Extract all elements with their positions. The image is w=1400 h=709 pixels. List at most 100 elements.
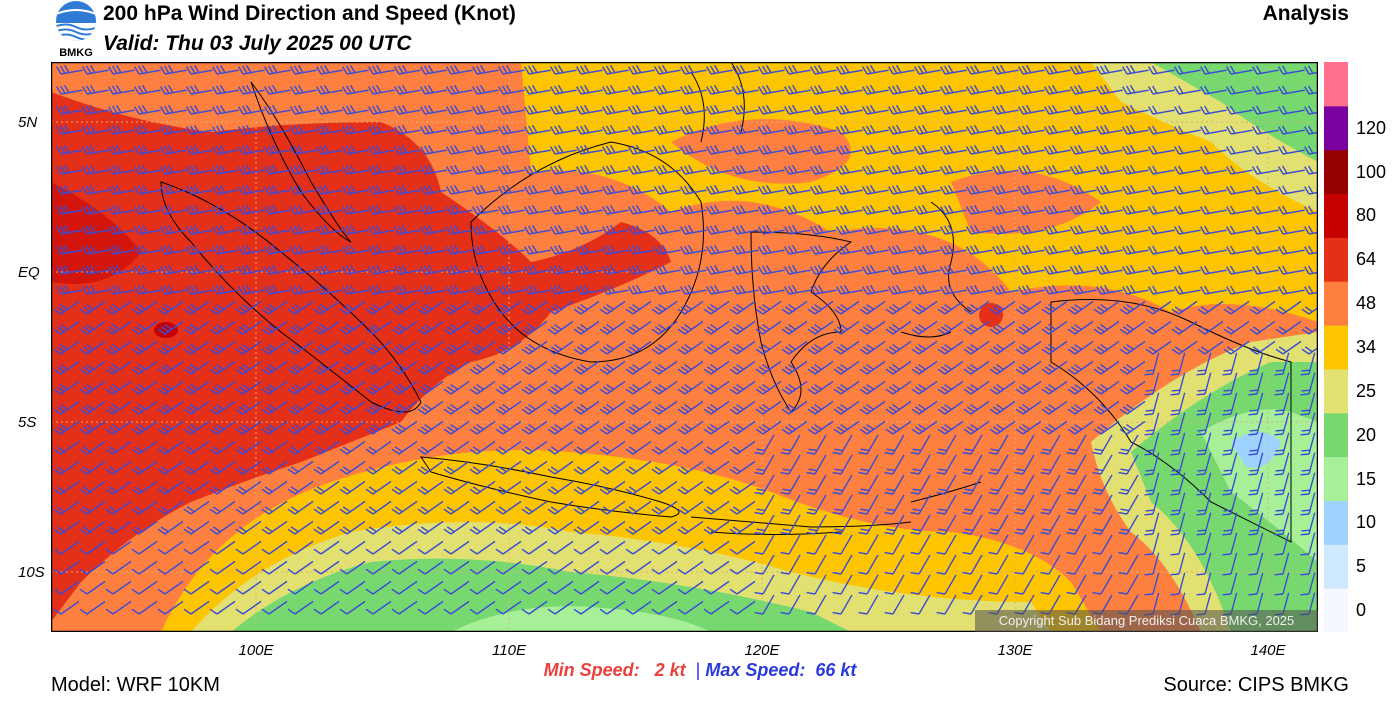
wind-barb xyxy=(339,480,366,495)
wind-barb xyxy=(599,300,626,315)
wind-barb xyxy=(651,600,678,615)
wind-barb xyxy=(313,420,340,435)
wind-barb xyxy=(858,534,879,555)
wind-barb xyxy=(914,264,941,275)
wind-barb xyxy=(1174,65,1201,75)
wind-barb xyxy=(391,440,418,455)
wind-barb xyxy=(160,224,187,235)
wind-barb xyxy=(911,340,938,355)
wind-barb xyxy=(599,320,626,335)
wind-barb xyxy=(82,264,109,275)
wind-barb xyxy=(287,580,314,595)
wind-barb xyxy=(105,500,132,515)
wind-barb xyxy=(651,380,678,395)
wind-barb xyxy=(780,574,801,595)
wind-barb xyxy=(703,340,730,355)
wind-barb xyxy=(183,340,210,355)
wind-barb xyxy=(342,124,369,135)
wind-barb xyxy=(888,264,915,275)
wind-barb xyxy=(313,340,340,355)
wind-barb xyxy=(940,104,967,115)
wind-barb xyxy=(1300,552,1316,576)
wind-barb xyxy=(469,380,496,395)
wind-barb xyxy=(212,264,239,275)
wind-barb xyxy=(1223,340,1250,355)
wind-barb xyxy=(625,300,652,315)
wind-barb xyxy=(758,64,785,75)
wind-barb xyxy=(105,380,132,395)
wind-barb xyxy=(1044,284,1071,295)
wind-barb xyxy=(884,574,905,595)
wind-barb xyxy=(53,460,80,475)
wind-barb xyxy=(365,360,392,375)
wind-barb xyxy=(365,300,392,315)
wind-barb xyxy=(680,164,707,175)
wind-barb xyxy=(313,320,340,335)
wind-barb xyxy=(576,104,603,115)
wind-barb xyxy=(1278,205,1305,215)
wind-barb xyxy=(547,500,574,515)
wind-barb xyxy=(521,320,548,335)
wind-barb xyxy=(806,594,827,615)
wind-barb xyxy=(524,64,551,75)
wind-barb xyxy=(420,224,447,235)
wind-barb xyxy=(1018,64,1045,75)
wind-barb xyxy=(186,144,213,155)
wind-barb xyxy=(186,84,213,95)
wind-barb xyxy=(521,580,548,595)
wind-barb xyxy=(186,224,213,235)
wind-barb xyxy=(888,284,915,295)
wind-barb xyxy=(573,460,600,475)
wind-barb xyxy=(810,144,837,155)
wind-barb xyxy=(446,64,473,75)
wind-barb xyxy=(339,440,366,455)
wind-barb xyxy=(417,500,444,515)
wind-barb xyxy=(186,284,213,295)
wind-barb xyxy=(1248,572,1264,596)
wind-barb xyxy=(963,300,990,315)
wind-barb xyxy=(1200,205,1227,215)
wind-barb xyxy=(183,440,210,455)
wind-barb xyxy=(599,400,626,415)
wind-barb xyxy=(443,580,470,595)
wind-barb xyxy=(1300,512,1316,536)
wind-barb xyxy=(1248,392,1264,416)
wind-barb xyxy=(1222,532,1238,556)
wind-barb xyxy=(1248,512,1264,536)
wind-barb xyxy=(1122,164,1149,175)
wind-barb xyxy=(1015,420,1042,435)
wind-barb xyxy=(625,320,652,335)
wind-barb xyxy=(625,400,652,415)
wind-barb xyxy=(989,360,1016,375)
wind-barb xyxy=(576,184,603,195)
wind-barb xyxy=(1015,400,1042,415)
wind-barb xyxy=(966,124,993,135)
wind-barb xyxy=(235,500,262,515)
wind-barb xyxy=(394,84,421,95)
wind-barb xyxy=(238,244,265,255)
wind-barb xyxy=(53,400,80,415)
wind-barb xyxy=(1119,420,1146,435)
wind-barb xyxy=(547,520,574,535)
wind-barb xyxy=(550,104,577,115)
wind-barb xyxy=(368,224,395,235)
wind-barb xyxy=(160,184,187,195)
wind-barb xyxy=(1040,494,1061,515)
wind-barb xyxy=(836,164,863,175)
wind-barb xyxy=(1226,245,1253,255)
wind-barb xyxy=(1044,84,1071,95)
wind-barb xyxy=(810,104,837,115)
wind-barb xyxy=(910,594,931,615)
wind-barb xyxy=(651,520,678,535)
wind-barb xyxy=(157,400,184,415)
wind-barb xyxy=(1200,145,1227,155)
wind-barb xyxy=(914,84,941,95)
wind-barb xyxy=(1197,320,1224,335)
wind-barb xyxy=(339,400,366,415)
wind-barb xyxy=(547,540,574,555)
wind-barb xyxy=(134,104,161,115)
wind-barb xyxy=(391,320,418,335)
wind-barb xyxy=(290,204,317,215)
colorbar-segment xyxy=(1324,105,1348,151)
wind-barb xyxy=(1200,85,1227,95)
